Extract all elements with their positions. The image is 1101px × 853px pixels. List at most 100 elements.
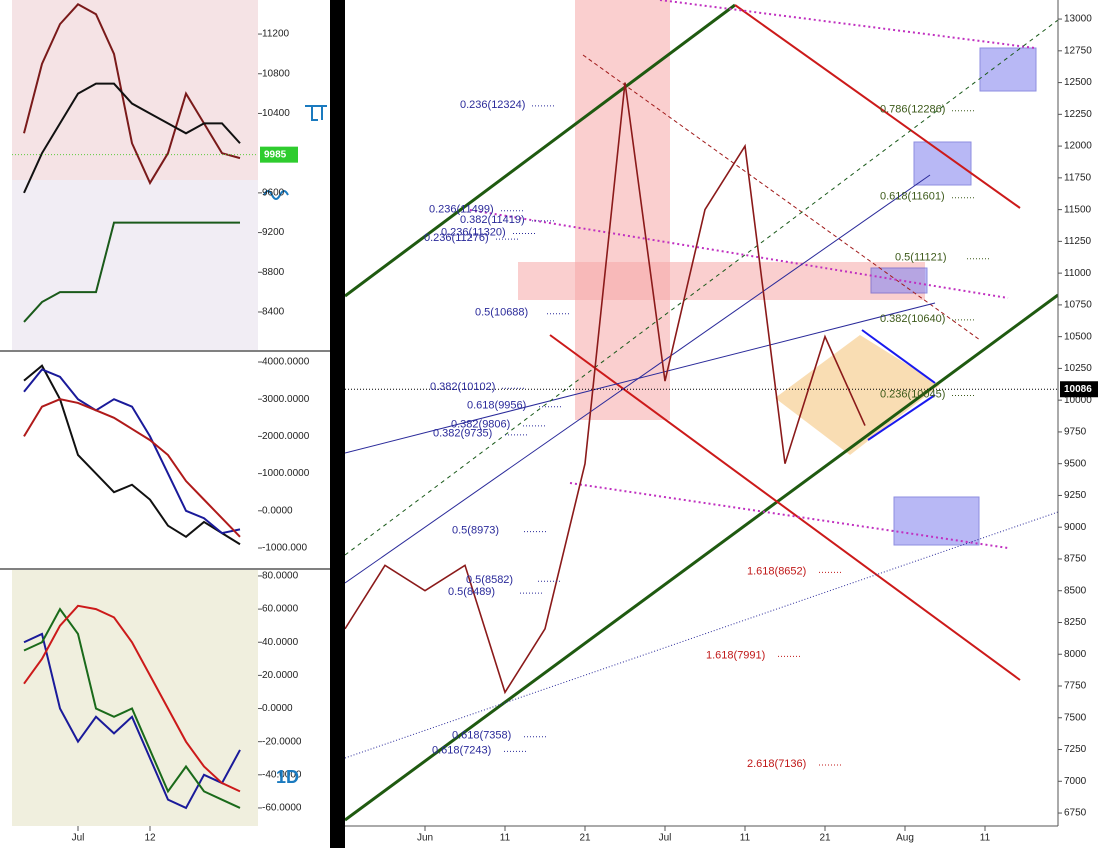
y-tick-label: -1000.000 — [262, 543, 307, 554]
y-tick-label: -40.0000 — [262, 769, 302, 780]
fib-label: 0.236(11499) — [429, 204, 494, 216]
y-tick-label: 0.0000 — [262, 703, 293, 714]
series-line — [23, 221, 240, 323]
x-tick-label: 21 — [819, 833, 831, 844]
y-tick-label: 2000.0000 — [262, 431, 310, 442]
box — [979, 47, 1037, 92]
x-tick-label: 11 — [980, 833, 991, 844]
y-tick-label: 9600 — [262, 188, 285, 199]
y-tick-label: 10400 — [262, 108, 290, 119]
divider — [330, 0, 345, 848]
y-tick-label: 4000.0000 — [262, 357, 310, 368]
y-tick-label: 0.0000 — [262, 505, 293, 516]
y-tick-label: 3000.0000 — [262, 394, 310, 405]
y-tick-label: 40.0000 — [262, 637, 299, 648]
fib-label: 0.382(9735) — [433, 428, 492, 440]
y-tick-label: 8500 — [1064, 585, 1087, 596]
trend-line — [734, 4, 1021, 209]
x-tick-label: 21 — [579, 833, 591, 844]
fib-label: 0.382(10102) — [430, 381, 495, 393]
x-tick-label: Jul — [72, 833, 85, 844]
y-tick-label: 11000 — [1064, 268, 1092, 279]
y-tick-label: 9750 — [1064, 427, 1087, 438]
fib-label: 0.786(12286) — [880, 104, 945, 116]
y-tick-label: -60.0000 — [262, 803, 302, 814]
y-tick-label: 10000 — [1064, 395, 1092, 406]
y-tick-label: 10250 — [1064, 363, 1092, 374]
x-tick-label: Jul — [659, 833, 672, 844]
fib-label: 0.236(12324) — [460, 99, 525, 111]
y-tick-label: 13000 — [1064, 14, 1092, 25]
trend-line — [345, 174, 931, 584]
price-tag-label: 10086 — [1064, 384, 1092, 395]
fib-label: 0.5(10688) — [475, 307, 528, 319]
trend-line — [469, 209, 1009, 299]
trend-line — [659, 0, 1036, 49]
fib-label: 0.236(11276) — [424, 232, 489, 244]
trend-line — [582, 54, 981, 341]
y-tick-label: 12000 — [1064, 141, 1092, 152]
trend-line — [861, 329, 936, 384]
series-line — [23, 398, 241, 538]
series-line — [23, 368, 241, 535]
y-tick-label: 8250 — [1064, 617, 1087, 628]
box — [870, 267, 928, 294]
x-tick-label: 12 — [144, 833, 156, 844]
trend-line — [345, 511, 1058, 759]
timeframe-label: 1D — [276, 767, 299, 787]
triangle — [775, 335, 940, 455]
series-line — [23, 632, 241, 810]
zone — [575, 0, 670, 420]
fib-label: 2.618(7136) — [747, 758, 806, 770]
box — [913, 141, 972, 186]
series-line — [23, 82, 241, 194]
y-tick-label: 8400 — [262, 307, 285, 318]
y-tick-label: 8000 — [1064, 649, 1087, 660]
fib-label: 1.618(7991) — [706, 649, 765, 661]
y-tick-label: 7750 — [1064, 681, 1087, 692]
trend-line — [345, 3, 736, 298]
trend-line — [345, 302, 936, 454]
y-tick-label: 12500 — [1064, 77, 1092, 88]
trend-line — [549, 334, 1021, 681]
y-tick-label: 9250 — [1064, 490, 1087, 501]
y-tick-label: 6750 — [1064, 808, 1087, 819]
y-tick-label: 20.0000 — [262, 670, 299, 681]
fib-label: 0.5(11121) — [895, 252, 947, 264]
x-tick-label: Jun — [417, 833, 433, 844]
y-tick-label: 80.0000 — [262, 571, 299, 582]
y-tick-label: 7000 — [1064, 776, 1087, 787]
series-line — [23, 607, 241, 809]
series-line — [345, 82, 866, 695]
y-tick-label: 11250 — [1064, 236, 1092, 247]
trend-line — [867, 394, 936, 441]
handwriting — [305, 105, 327, 121]
x-tick-label: 11 — [500, 833, 511, 844]
fib-label: 0.382(10640) — [880, 313, 945, 325]
panel-bg — [12, 352, 258, 568]
fib-label: 0.5(8489) — [448, 586, 495, 598]
fib-label: 0.618(11601) — [880, 191, 945, 203]
fib-label: 0.618(9956) — [467, 400, 526, 412]
y-tick-label: 9000 — [1064, 522, 1087, 533]
fib-label: 0.382(11419) — [460, 214, 525, 226]
x-tick-label: Aug — [896, 833, 914, 844]
trend-line — [569, 482, 1009, 549]
fib-label: 0.236(11320) — [441, 226, 506, 238]
y-tick-label: 7250 — [1064, 744, 1087, 755]
y-tick-label: 10500 — [1064, 331, 1092, 342]
y-tick-label: 1000.0000 — [262, 468, 310, 479]
fib-label: 0.618(7358) — [452, 730, 511, 742]
y-tick-label: 7500 — [1064, 712, 1087, 723]
zone — [518, 262, 925, 300]
price-tag-label: 9985 — [264, 149, 287, 160]
panel-bg — [12, 570, 258, 826]
y-tick-label: -20.0000 — [262, 736, 302, 747]
y-tick-label: 10800 — [262, 68, 290, 79]
y-tick-label: 9200 — [262, 227, 285, 238]
fib-label: 0.5(8582) — [466, 574, 513, 586]
y-tick-label: 11750 — [1064, 172, 1092, 183]
x-tick-label: 11 — [740, 833, 751, 844]
